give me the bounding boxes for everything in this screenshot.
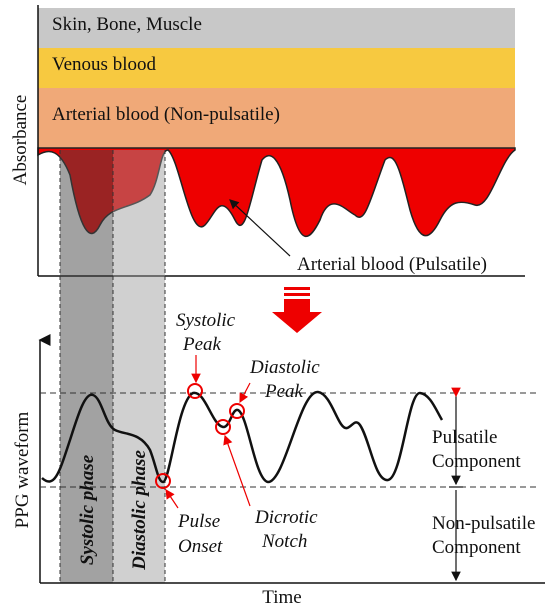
component-label: Pulsatile xyxy=(432,427,497,448)
y-axis-label: Absorbance xyxy=(10,95,31,186)
down-arrow xyxy=(272,287,322,333)
point-label: Pulse xyxy=(177,511,220,532)
ppg-diagram: Skin, Bone, Muscle Venous blood Arterial… xyxy=(0,0,556,609)
key-points xyxy=(156,384,244,488)
layer-label: Arterial blood (Non-pulsatile) xyxy=(52,104,280,125)
point-label: Onset xyxy=(178,536,223,557)
phase-label: Systolic phase xyxy=(77,454,98,565)
x-axis-label: Time xyxy=(262,587,301,608)
point-label: Peak xyxy=(182,334,222,355)
point-label: Systolic xyxy=(176,310,236,331)
point-label: Diastolic xyxy=(249,357,320,378)
point-label: Peak xyxy=(264,381,304,402)
layer-label: Venous blood xyxy=(52,54,156,75)
point-leaders xyxy=(166,355,250,508)
phase-label: Diastolic phase xyxy=(129,450,150,571)
component-label: Non-pulsatile xyxy=(432,513,535,534)
component-label: Component xyxy=(432,537,521,558)
leader xyxy=(230,200,290,256)
point-label: Notch xyxy=(261,531,307,552)
component-label: Component xyxy=(432,451,521,472)
point-label: Dicrotic xyxy=(254,507,318,528)
y-axis-label: PPG waveform xyxy=(12,411,33,528)
layer-label: Skin, Bone, Muscle xyxy=(52,14,202,35)
pulsatile-label: Arterial blood (Pulsatile) xyxy=(297,254,487,275)
